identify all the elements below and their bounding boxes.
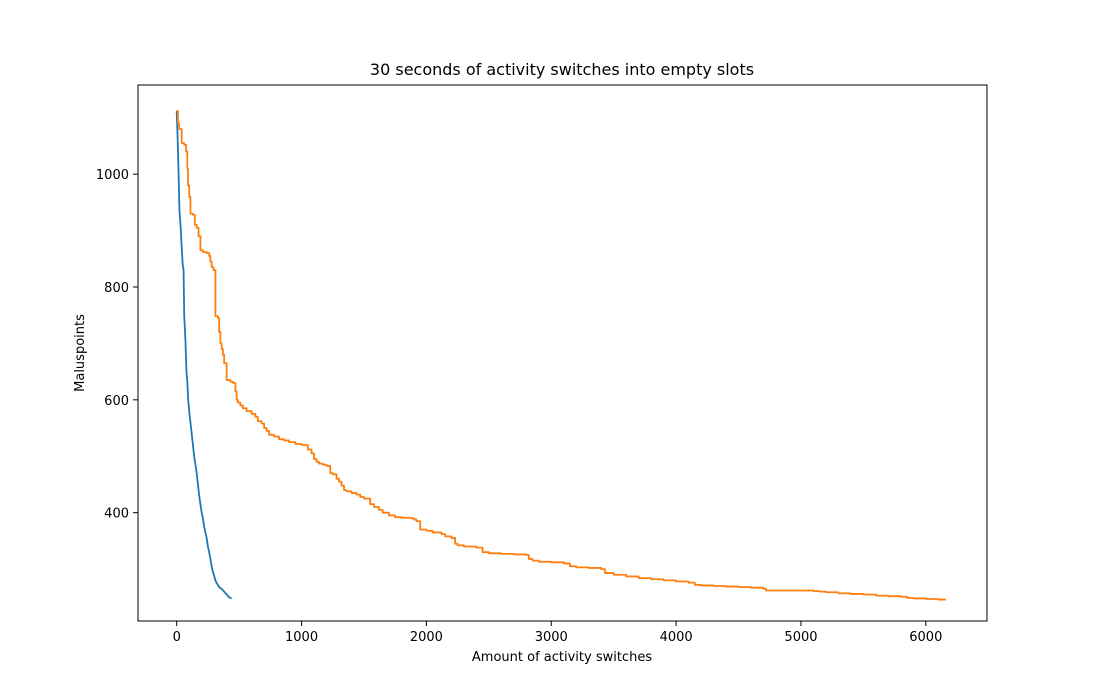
x-tick-label: 6000 (909, 630, 942, 645)
y-tick-label: 400 (104, 507, 129, 522)
x-tick-label: 1000 (285, 630, 318, 645)
x-axis-label: Amount of activity switches (472, 650, 652, 665)
y-tick-label: 1000 (96, 168, 129, 183)
series-layer (175, 110, 946, 601)
x-tick-label: 4000 (660, 630, 693, 645)
plot-area (137, 84, 988, 622)
x-tick-label: 2000 (410, 630, 443, 645)
plot-frame (137, 84, 988, 622)
y-axis: 400 600 800 1000 (96, 168, 138, 522)
plot-background (138, 85, 987, 621)
x-tick-label: 3000 (535, 630, 568, 645)
series-line-1 (175, 110, 233, 600)
y-tick-label: 600 (104, 394, 129, 409)
chart-title: 30 seconds of activity switches into emp… (370, 60, 754, 79)
x-axis: 0 1000 2000 3000 4000 5000 6000 (173, 621, 942, 645)
y-tick-label: 800 (104, 281, 129, 296)
y-axis-label: Maluspoints (73, 314, 88, 392)
x-tick-label: 5000 (784, 630, 817, 645)
x-tick-label: 0 (173, 630, 181, 645)
series-line-2 (176, 110, 946, 601)
